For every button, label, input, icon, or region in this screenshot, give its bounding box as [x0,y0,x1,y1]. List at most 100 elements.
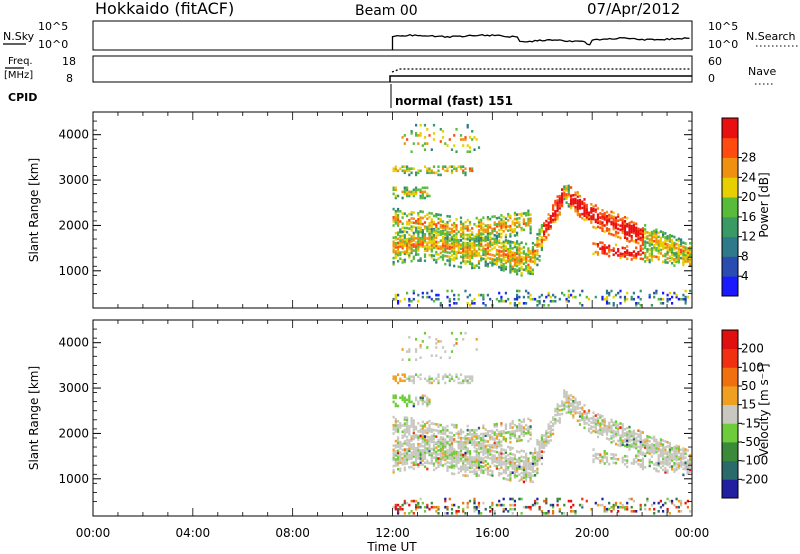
heatmap-cell [448,497,451,501]
heatmap-cell [527,465,530,469]
heatmap-cell [491,470,494,473]
heatmap-cell [507,254,510,257]
heatmap-cell [415,190,418,194]
nave-tick-top: 60 [708,55,722,68]
heatmap-cell [468,452,472,455]
heatmap-cell [502,436,505,439]
heatmap-cell [574,193,577,197]
heatmap-cell [666,235,669,238]
heatmap-cell [473,433,476,436]
heatmap-cell [457,461,460,464]
heatmap-cell [444,262,447,266]
heatmap-cell [448,215,451,218]
heatmap-cell [525,254,528,258]
heatmap-cell [410,379,413,383]
heatmap-cell [585,209,588,213]
heatmap-cell [412,245,415,248]
heatmap-cell [668,456,671,459]
heatmap-cell [509,302,512,305]
heatmap-cell [538,507,541,511]
heatmap-cell [491,437,494,441]
heatmap-cell [493,450,496,453]
heatmap-cell [406,192,409,196]
heatmap-cell [408,304,411,307]
nsearch-label: N.Search [746,30,796,43]
heatmap-cell [650,239,653,242]
heatmap-cell [628,438,631,441]
heatmap-cell [666,510,669,513]
heatmap-cell [450,243,454,247]
heatmap-cell [477,262,481,265]
heatmap-cell [605,295,609,299]
heatmap-cell [432,464,436,468]
heatmap-cell [466,437,469,440]
heatmap-cell [623,505,627,509]
heatmap-cell [419,344,422,347]
heatmap-cell [594,428,597,432]
heatmap-cell [415,505,418,509]
heatmap-cell [594,295,597,299]
heatmap-cell [417,241,420,244]
heatmap-cell [491,253,494,257]
heatmap-cell [525,289,528,293]
heatmap-cell [525,242,528,246]
y-tick-label: 4000 [58,336,89,350]
heatmap-cell [590,507,593,511]
heatmap-cell [491,443,494,447]
heatmap-cell [493,240,496,243]
heatmap-cell [408,350,411,353]
heatmap-cell [435,441,438,444]
heatmap-cell [525,213,528,217]
heatmap-cell [421,245,424,248]
heatmap-cell [397,457,400,461]
heatmap-cell [417,455,420,458]
heatmap-cell [468,252,472,255]
heatmap-cell [415,247,418,250]
heatmap-cell [482,459,485,462]
heatmap-cell [610,424,613,428]
heatmap-cell [565,195,568,198]
heatmap-cell [617,248,620,251]
heatmap-cell [403,398,406,402]
heatmap-cell [392,396,395,400]
heatmap-cell [446,507,449,511]
heatmap-cell [450,439,454,443]
heatmap-cell [412,427,415,430]
heatmap-cell [570,410,573,414]
heatmap-cell [419,356,422,359]
heatmap-cell [511,265,514,269]
heatmap-cell [599,220,602,223]
heatmap-cell [444,445,447,448]
heatmap-cell [603,507,606,511]
heatmap-cell [561,196,564,200]
heatmap-cell [513,268,516,271]
heatmap-cell [502,230,505,233]
heatmap-cell [491,247,494,251]
heatmap-cell [397,302,400,305]
heatmap-cell [655,442,658,446]
heatmap-cell [662,468,665,472]
heatmap-cell [581,206,584,210]
heatmap-cell [419,194,422,198]
heatmap-cell [655,467,658,471]
heatmap-cell [397,231,400,234]
heatmap-cell [466,252,469,255]
heatmap-cell [601,497,604,501]
heatmap-cell [410,461,413,465]
heatmap-cell [621,429,624,432]
heatmap-cell [399,459,402,462]
heatmap-cell [572,503,575,507]
heatmap-cell [446,230,449,234]
heatmap-cell [621,439,624,442]
heatmap-cell [486,456,489,460]
heatmap-cell [529,507,532,511]
heatmap-cell [498,434,501,438]
heatmap-cell [650,451,653,454]
heatmap-cell [680,297,683,301]
heatmap-cell [412,435,415,439]
heatmap-cell [637,458,640,462]
heatmap-cell [484,304,487,307]
heatmap-cell [583,214,586,217]
heatmap-cell [421,190,424,194]
heatmap-cell [563,407,566,411]
